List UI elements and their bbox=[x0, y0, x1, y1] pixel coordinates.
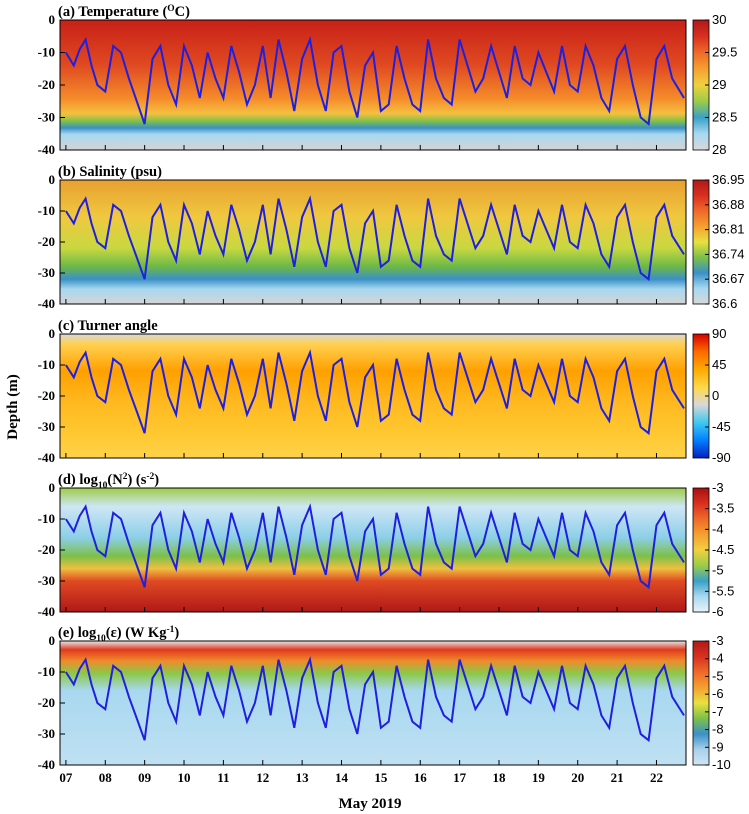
x-axis-label: May 2019 bbox=[339, 796, 402, 812]
colorbar-tick-label: -9 bbox=[712, 739, 724, 754]
x-tick-label: 16 bbox=[414, 770, 428, 785]
colorbar-tick-label: 28.5 bbox=[712, 110, 737, 125]
colorbar bbox=[692, 179, 710, 305]
x-tick-label: 11 bbox=[217, 770, 229, 785]
colorbar-tick-label: -4.5 bbox=[712, 542, 734, 557]
panel-title: (e) log10(ε) (W Kg-1) bbox=[58, 625, 179, 644]
x-tick-label: 12 bbox=[256, 770, 269, 785]
x-tick-label: 17 bbox=[453, 770, 467, 785]
heatmap-field bbox=[60, 180, 686, 304]
mld-line bbox=[65, 349, 685, 436]
x-tick-label: 22 bbox=[650, 770, 663, 785]
y-tick-label: -30 bbox=[38, 265, 55, 280]
colorbar-tick-label: -3.5 bbox=[712, 501, 734, 516]
colorbar-tick-label: 30 bbox=[712, 12, 726, 27]
y-tick-label: 0 bbox=[49, 12, 56, 27]
mld-line bbox=[65, 656, 685, 743]
colorbar-tick-label: -3 bbox=[712, 633, 724, 648]
y-tick-label: -10 bbox=[38, 664, 55, 679]
y-tick-label: -40 bbox=[38, 296, 55, 311]
x-tick-label: 21 bbox=[611, 770, 624, 785]
colorbar-tick-label: -5 bbox=[712, 563, 724, 578]
colorbar-tick-label: -90 bbox=[712, 450, 731, 465]
x-tick-label: 09 bbox=[138, 770, 152, 785]
panel-a: 0 -10 -20 -30 -40 (a) Temperature (OC) 30 29.5 2… bbox=[38, 4, 738, 157]
y-tick-label: -10 bbox=[38, 511, 55, 526]
y-tick-label: -20 bbox=[38, 542, 55, 557]
colorbar-tick-label: 36.6 bbox=[712, 296, 737, 311]
y-tick-label: -30 bbox=[38, 110, 55, 125]
y-tick-label: -30 bbox=[38, 419, 55, 434]
colorbar-tick-label: 29 bbox=[712, 77, 726, 92]
y-tick-label: -20 bbox=[38, 234, 55, 249]
panel-b: 0 -10 -20 -30 -40 (b) Salinity (psu) 36.95 36.8… bbox=[38, 164, 745, 311]
x-tick-label: 13 bbox=[296, 770, 310, 785]
y-tick-label: -20 bbox=[38, 77, 55, 92]
panel-title: (d) log10(N2) (s-2) bbox=[58, 472, 159, 491]
colorbar-tick-label: -7 bbox=[712, 704, 724, 719]
mld-line bbox=[65, 503, 685, 590]
panel-c: 0 -10 -20 -30 -40 (c) Turner angle 90 45 0 -45 -90 bbox=[38, 318, 731, 465]
panel-title: (a) Temperature (OC) bbox=[58, 4, 190, 20]
y-tick-label: 0 bbox=[49, 480, 56, 495]
colorbar-tick-label: 36.67 bbox=[712, 271, 745, 286]
heatmap-field bbox=[60, 334, 686, 458]
y-tick-label: -20 bbox=[38, 695, 55, 710]
colorbar-tick-label: -4 bbox=[712, 521, 724, 536]
x-tick-label: 15 bbox=[374, 770, 388, 785]
y-tick-label: 0 bbox=[49, 633, 56, 648]
colorbar-tick-label: 36.88 bbox=[712, 197, 745, 212]
y-tick-label: -40 bbox=[38, 604, 55, 619]
colorbar bbox=[692, 640, 710, 766]
mld-line bbox=[65, 195, 685, 282]
colorbar-tick-label: -8 bbox=[712, 722, 724, 737]
y-tick-label: -30 bbox=[38, 726, 55, 741]
colorbar-tick-label: -4 bbox=[712, 651, 724, 666]
y-axis-label: Depth (m) bbox=[5, 374, 21, 439]
colorbar-tick-label: 90 bbox=[712, 326, 726, 341]
heatmap-field bbox=[60, 20, 686, 150]
mld-line bbox=[65, 35, 685, 126]
y-tick-label: -10 bbox=[38, 203, 55, 218]
colorbar-tick-label: 36.95 bbox=[712, 172, 745, 187]
heatmap-field bbox=[60, 641, 686, 765]
panel-title: (b) Salinity (psu) bbox=[58, 164, 162, 180]
colorbar-tick-label: -5 bbox=[712, 668, 724, 683]
colorbar-tick-label: 36.74 bbox=[712, 246, 745, 261]
panel-title: (c) Turner angle bbox=[58, 318, 158, 334]
colorbar-tick-label: -6 bbox=[712, 686, 724, 701]
heatmap-field bbox=[60, 488, 686, 612]
panel-e: 0 -10 -20 -30 -40 07 08 09 10 11 12 13 14 15 16 17 18 19 2… bbox=[38, 625, 731, 785]
y-tick-label: -20 bbox=[38, 388, 55, 403]
colorbar-tick-label: 0 bbox=[712, 388, 719, 403]
y-tick-label: -40 bbox=[38, 450, 55, 465]
colorbar-tick-label: 28 bbox=[712, 142, 726, 157]
y-tick-label: -30 bbox=[38, 573, 55, 588]
colorbar-tick-label: -3 bbox=[712, 480, 724, 495]
colorbar-tick-label: -10 bbox=[712, 757, 731, 772]
x-tick-label: 19 bbox=[532, 770, 546, 785]
x-tick-label: 18 bbox=[492, 770, 506, 785]
y-tick-label: 0 bbox=[49, 326, 56, 341]
panel-d: 0 -10 -20 -30 -40 (d) log10(N2) (s-2) -3 -3.5 -4… bbox=[38, 472, 735, 619]
colorbar-tick-label: 45 bbox=[712, 357, 726, 372]
y-tick-label: -10 bbox=[38, 357, 55, 372]
colorbar-tick-label: 36.81 bbox=[712, 222, 745, 237]
y-tick-label: -40 bbox=[38, 757, 55, 772]
x-tick-label: 20 bbox=[571, 770, 584, 785]
colorbar-tick-label: -5.5 bbox=[712, 583, 734, 598]
y-tick-label: 0 bbox=[49, 172, 56, 187]
y-tick-label: -40 bbox=[38, 142, 55, 157]
x-tick-label: 07 bbox=[59, 770, 73, 785]
x-tick-label: 10 bbox=[178, 770, 191, 785]
x-tick-label: 08 bbox=[99, 770, 113, 785]
panels-group: 0-10-20-30-40(a) Temperature (OC) 3029.52… bbox=[38, 4, 745, 785]
colorbar-tick-label: -6 bbox=[712, 604, 724, 619]
colorbar-tick-label: -45 bbox=[712, 419, 731, 434]
colorbar-tick-label: 29.5 bbox=[712, 45, 737, 60]
x-tick-label: 14 bbox=[335, 770, 349, 785]
y-tick-label: -10 bbox=[38, 45, 55, 60]
